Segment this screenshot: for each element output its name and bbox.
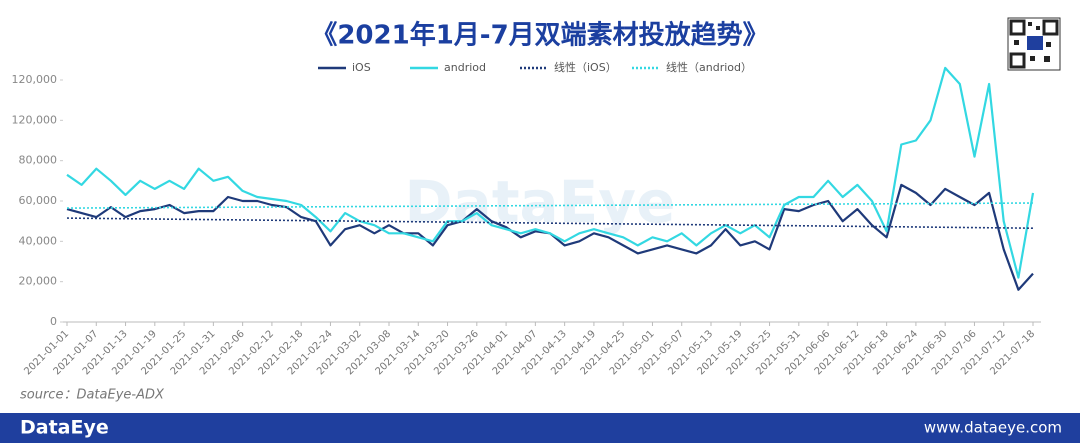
y-tick-label: 80,000 — [19, 154, 58, 167]
footer-brand: DataEye — [20, 417, 109, 439]
legend-item: 线性（andriod） — [632, 60, 752, 74]
legend-item: andriod — [410, 61, 486, 74]
legend-label: iOS — [352, 61, 371, 74]
legend-item: iOS — [318, 61, 371, 74]
legend-label: 线性（iOS） — [554, 60, 617, 74]
qr-code — [1007, 17, 1061, 71]
chart-title: 《2021年1月-7月双端素材投放趋势》 — [311, 20, 768, 51]
source-note: source：DataEye-ADX — [20, 388, 165, 403]
y-tick-label: 0 — [50, 315, 57, 328]
y-tick-label: 40,000 — [19, 234, 58, 247]
trend-line — [66, 202, 1034, 209]
y-tick-label: 120,000 — [12, 73, 58, 86]
legend-label: 线性（andriod） — [666, 60, 752, 74]
series-line — [66, 66, 1035, 279]
y-tick-label: 20,000 — [19, 275, 58, 288]
trend-line — [66, 217, 1034, 229]
y-tick-label: 120,000 — [12, 113, 58, 126]
footer-band — [0, 413, 1080, 443]
y-tick-label: 60,000 — [19, 194, 58, 207]
footer-url: www.dataeye.com — [924, 419, 1062, 437]
legend-item: 线性（iOS） — [520, 60, 617, 74]
legend-label: andriod — [444, 61, 486, 74]
